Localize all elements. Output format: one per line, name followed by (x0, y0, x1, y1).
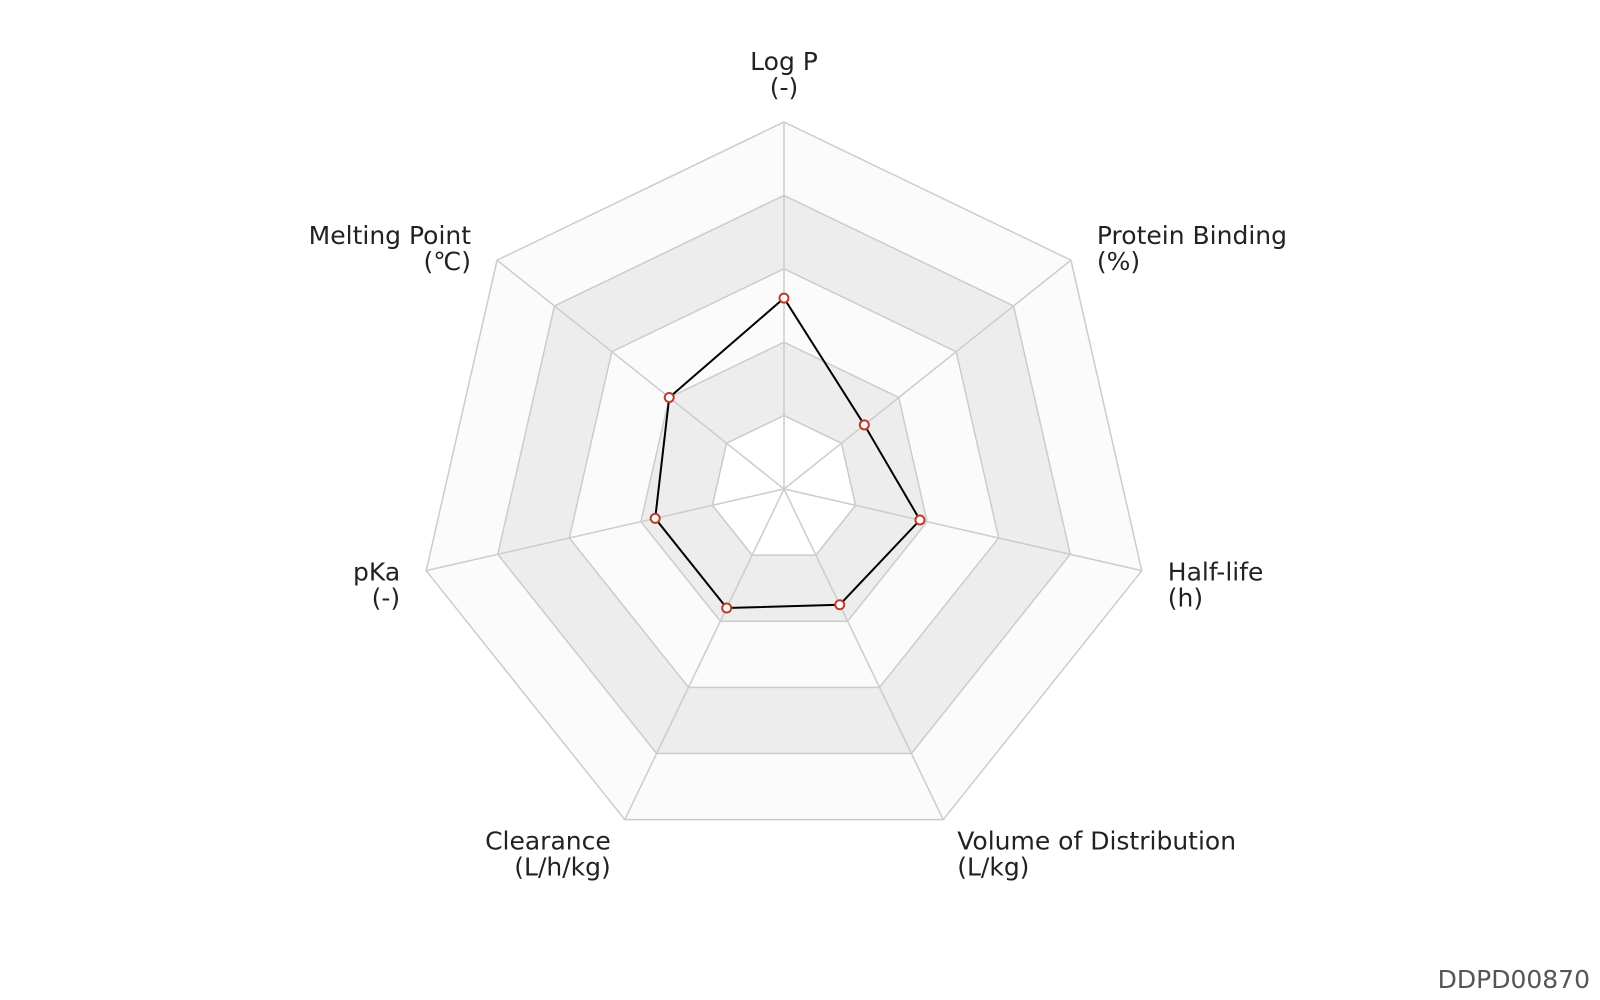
axis-spoke (426, 488, 785, 572)
data-point (858, 419, 870, 431)
data-point (721, 602, 733, 614)
axis-spoke (783, 488, 944, 820)
axis-label: Half-life (1168, 558, 1264, 587)
axis-unit: (h) (1168, 584, 1203, 613)
data-point (649, 512, 661, 524)
axis-unit: (-) (372, 584, 401, 613)
data-point (663, 391, 675, 403)
data-line (654, 296, 922, 610)
axis-label: Melting Point (309, 221, 472, 250)
axis-label: Protein Binding (1097, 221, 1287, 250)
axis-unit: (L/kg) (957, 853, 1029, 882)
axis-label: Log P (750, 47, 818, 76)
data-point (834, 599, 846, 611)
axis-unit: (%) (1097, 247, 1140, 276)
axis-spoke (783, 259, 1072, 490)
axis-unit: (℃) (423, 247, 471, 276)
axis-spoke (496, 259, 785, 490)
axis-spoke (783, 488, 1142, 572)
axis-label: Clearance (485, 827, 611, 856)
axis-label: pKa (353, 558, 400, 587)
axis-label: Volume of Distribution (957, 827, 1236, 856)
axis-unit: (-) (770, 73, 799, 102)
data-point (778, 292, 790, 304)
axis-spoke (624, 488, 785, 820)
axis-unit: (L/h/kg) (514, 853, 610, 882)
data-point (914, 514, 926, 526)
watermark: DDPD00870 (1438, 965, 1590, 994)
